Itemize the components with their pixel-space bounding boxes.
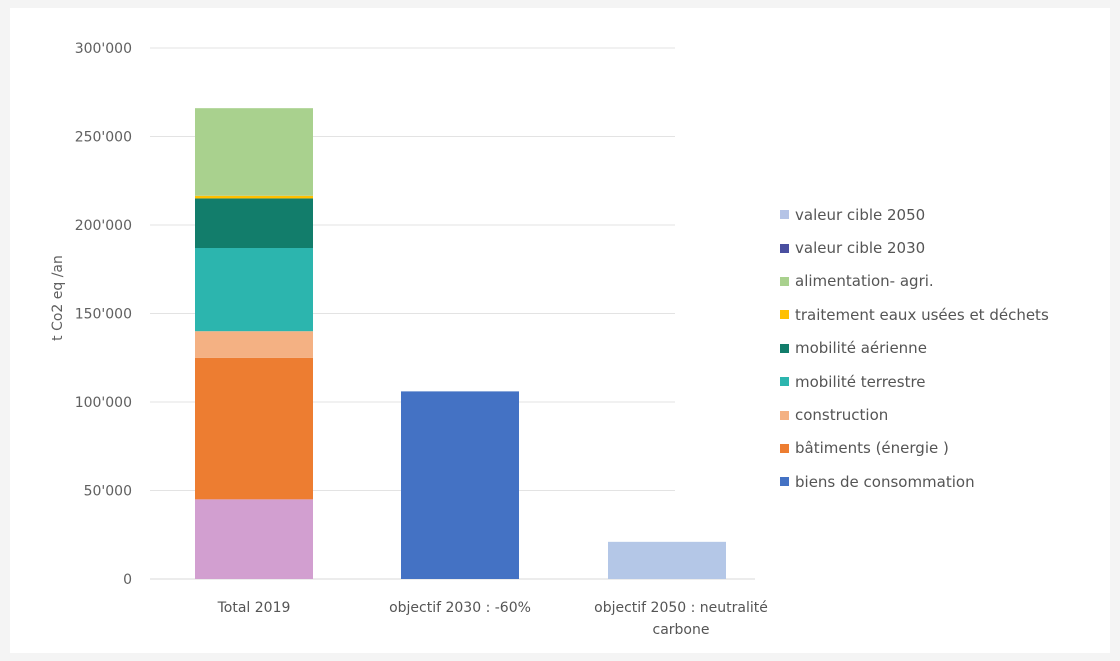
legend-item: mobilité terrestre xyxy=(780,365,1049,398)
legend-swatch xyxy=(780,210,789,219)
bar-segment-construction xyxy=(195,331,313,358)
legend-item: mobilité aérienne xyxy=(780,332,1049,365)
y-axis-label: t Co2 eq /an xyxy=(50,255,66,341)
x-tick-label: objectif 2030 : -60% xyxy=(389,600,531,616)
legend-item: valeur cible 2050 xyxy=(780,198,1049,231)
legend-swatch xyxy=(780,277,789,286)
legend-item: alimentation- agri. xyxy=(780,265,1049,298)
legend-swatch xyxy=(780,244,789,253)
y-tick-labels: 0 50'000 100'000 150'000 200'000 250'000 300'0… xyxy=(75,41,132,588)
y-tick-label: 0 xyxy=(123,572,132,588)
legend-swatch xyxy=(780,444,789,453)
y-tick-label: 300'000 xyxy=(75,41,132,57)
y-tick-label: 250'000 xyxy=(75,130,132,146)
legend-label: mobilité aérienne xyxy=(795,339,927,357)
bar-segment-mobilit-terrestre xyxy=(195,248,313,331)
bar-segment-valeur-cible-2050 xyxy=(608,542,726,579)
legend-swatch xyxy=(780,310,789,319)
legend-label: biens de consommation xyxy=(795,473,975,491)
legend-item: bâtiments (énergie ) xyxy=(780,432,1049,465)
bar-segment-mobilit-a-rienne xyxy=(195,198,313,248)
x-tick-label: objectif 2050 : neutralité carbone xyxy=(594,600,768,638)
bar-segment-b-timents-nergie xyxy=(195,358,313,500)
y-tick-label: 50'000 xyxy=(84,484,132,500)
x-tick-labels: Total 2019 objectif 2030 : -60% objectif 2… xyxy=(217,600,768,638)
legend-item: traitement eaux usées et déchets xyxy=(780,298,1049,331)
bar-segment-biens-de-consommation xyxy=(195,499,313,579)
legend-swatch xyxy=(780,377,789,386)
bar-segment-valeur-cible-2030 xyxy=(401,391,519,579)
legend-label: alimentation- agri. xyxy=(795,272,934,290)
y-tick-label: 150'000 xyxy=(75,307,132,323)
legend-label: traitement eaux usées et déchets xyxy=(795,306,1049,324)
legend-swatch xyxy=(780,411,789,420)
y-tick-label: 100'000 xyxy=(75,395,132,411)
legend: valeur cible 2050 valeur cible 2030 alimen… xyxy=(780,198,1049,499)
legend-item: biens de consommation xyxy=(780,465,1049,498)
bar-segment-traitement-eaux-us-es-et-d-chets xyxy=(195,196,313,199)
x-tick-label: Total 2019 xyxy=(217,600,291,616)
legend-item: valeur cible 2030 xyxy=(780,231,1049,264)
legend-label: construction xyxy=(795,406,888,424)
chart-container: 0 50'000 100'000 150'000 200'000 250'000 300'0… xyxy=(10,8,1110,653)
bars xyxy=(195,108,726,579)
legend-label: valeur cible 2030 xyxy=(795,239,925,257)
bar-segment-alimentation-agri xyxy=(195,108,313,196)
legend-label: mobilité terrestre xyxy=(795,373,926,391)
legend-label: valeur cible 2050 xyxy=(795,206,925,224)
legend-swatch xyxy=(780,477,789,486)
legend-item: construction xyxy=(780,398,1049,431)
y-tick-label: 200'000 xyxy=(75,218,132,234)
legend-label: bâtiments (énergie ) xyxy=(795,439,949,457)
legend-swatch xyxy=(780,344,789,353)
